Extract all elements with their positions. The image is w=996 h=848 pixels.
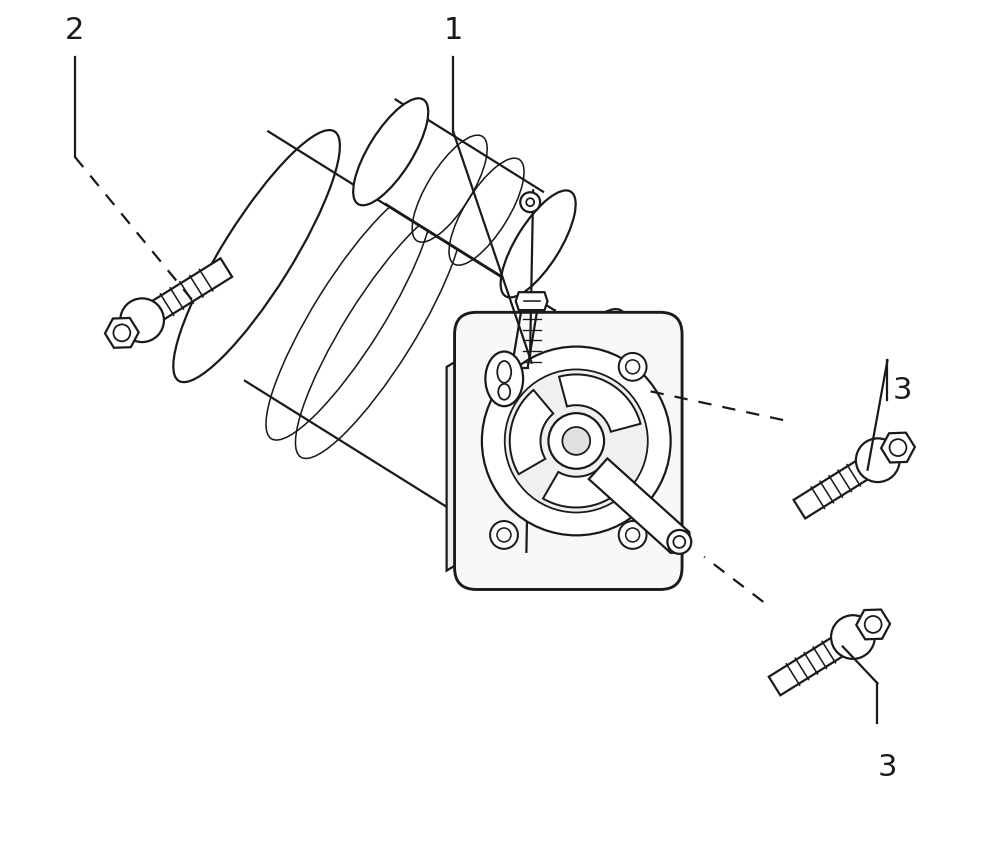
Circle shape <box>667 530 691 554</box>
Ellipse shape <box>354 98 428 205</box>
Text: 3: 3 <box>892 376 912 404</box>
Polygon shape <box>510 390 553 474</box>
Ellipse shape <box>485 352 523 406</box>
Polygon shape <box>881 432 915 462</box>
Polygon shape <box>516 293 548 310</box>
FancyBboxPatch shape <box>454 312 682 589</box>
Text: 2: 2 <box>65 16 85 46</box>
Text: 1: 1 <box>443 16 463 46</box>
Polygon shape <box>151 259 232 320</box>
Polygon shape <box>769 637 844 695</box>
Polygon shape <box>385 99 543 296</box>
Polygon shape <box>559 375 640 432</box>
Text: 3: 3 <box>877 753 897 782</box>
Circle shape <box>619 353 646 381</box>
Polygon shape <box>857 610 890 639</box>
Polygon shape <box>245 131 555 560</box>
Polygon shape <box>543 468 620 507</box>
Circle shape <box>549 413 605 469</box>
Circle shape <box>520 192 540 212</box>
Polygon shape <box>446 349 476 571</box>
Circle shape <box>505 370 647 512</box>
Circle shape <box>121 298 164 342</box>
Ellipse shape <box>173 130 340 382</box>
Polygon shape <box>105 318 138 348</box>
Circle shape <box>490 521 518 549</box>
Ellipse shape <box>669 531 689 553</box>
Polygon shape <box>794 460 869 518</box>
Circle shape <box>563 427 591 455</box>
Ellipse shape <box>501 191 576 298</box>
Circle shape <box>831 615 874 659</box>
Ellipse shape <box>460 309 626 561</box>
Circle shape <box>619 521 646 549</box>
Circle shape <box>856 438 899 482</box>
Circle shape <box>482 347 670 535</box>
Circle shape <box>490 353 518 381</box>
Polygon shape <box>589 459 688 552</box>
